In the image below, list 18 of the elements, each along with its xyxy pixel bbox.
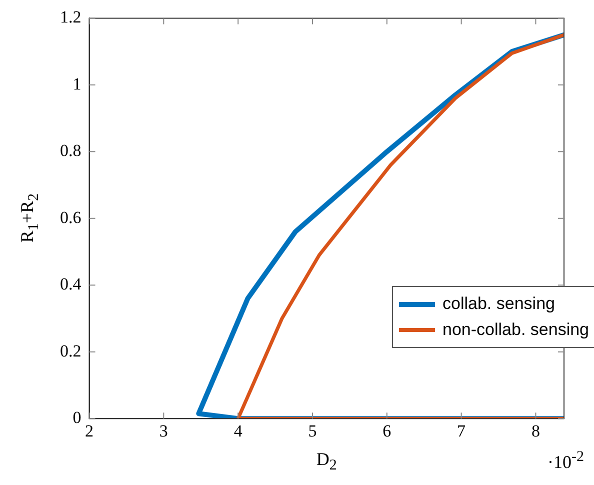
y-tick-label: 0.8 (60, 141, 82, 160)
x-tick-label: 2 (85, 421, 94, 440)
y-tick-label: 0.4 (60, 274, 82, 294)
y-tick-label: 0.2 (60, 341, 82, 360)
x-tick-label: 3 (159, 421, 168, 440)
x-tick-label: 8 (531, 421, 540, 440)
text: ·10$^{-2}$ (548, 448, 584, 473)
y-tick-label: 0 (72, 408, 82, 428)
x-tick-label: 4 (234, 421, 243, 440)
legend-label: non-collab. sensing (442, 320, 589, 340)
x-tick-label: 5 (308, 421, 317, 440)
x-axis-title: D$_{2}$ (315, 448, 338, 474)
legend-label: collab. sensing (442, 294, 555, 314)
x-tick-label: 6 (382, 421, 392, 440)
y-tick-label: 1 (72, 74, 82, 94)
x-tick-label: 7 (457, 421, 466, 440)
y-tick-label: 0.6 (60, 208, 82, 227)
y-tick-label: 1.2 (60, 8, 82, 27)
